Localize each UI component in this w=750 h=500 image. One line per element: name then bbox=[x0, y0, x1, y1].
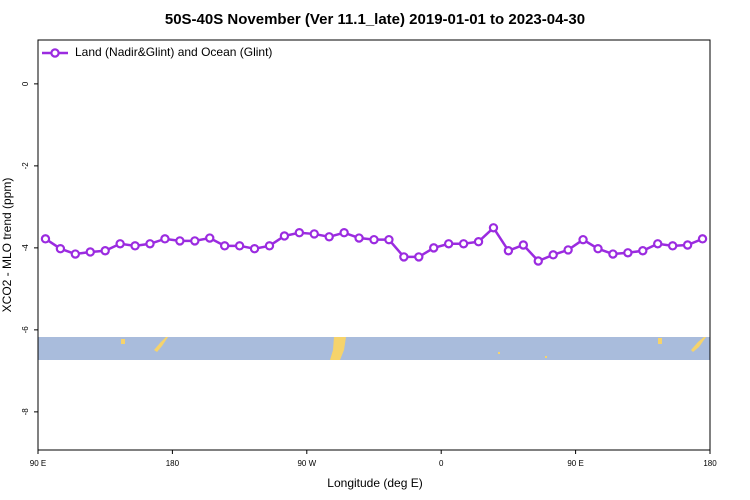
point bbox=[70, 249, 81, 259]
series-line bbox=[44, 225, 704, 263]
point bbox=[638, 246, 648, 256]
legend-marker bbox=[50, 48, 60, 58]
point bbox=[55, 243, 66, 254]
point bbox=[429, 243, 439, 253]
y-axis-label: XCO2 - MLO trend (ppm) bbox=[0, 178, 14, 313]
point bbox=[653, 239, 663, 249]
point bbox=[667, 241, 678, 251]
point bbox=[503, 246, 514, 256]
point bbox=[219, 241, 230, 251]
point bbox=[518, 240, 529, 250]
y-tick-label: -8 bbox=[21, 408, 30, 416]
x-axis-label: Longitude (deg E) bbox=[327, 476, 422, 490]
point bbox=[682, 240, 693, 250]
point bbox=[563, 245, 573, 255]
point bbox=[533, 256, 543, 266]
y-tick-label: -4 bbox=[21, 244, 30, 252]
point bbox=[85, 247, 95, 257]
point bbox=[190, 236, 200, 246]
map-strip bbox=[38, 337, 710, 360]
point bbox=[339, 227, 349, 238]
point bbox=[145, 239, 155, 249]
x-tick-label: 90 E bbox=[30, 459, 46, 468]
legend: Land (Nadir&Glint) and Ocean (Glint) bbox=[42, 45, 272, 59]
point bbox=[414, 252, 424, 262]
x-tick-label: 90 W bbox=[297, 459, 316, 468]
ocean-band bbox=[38, 337, 710, 360]
point bbox=[264, 241, 275, 251]
point bbox=[160, 234, 170, 244]
y-tick-label: 0 bbox=[21, 81, 30, 86]
point bbox=[234, 241, 245, 251]
y-tick-label: -2 bbox=[21, 162, 30, 170]
point bbox=[369, 234, 379, 245]
point bbox=[324, 232, 334, 242]
point bbox=[115, 239, 125, 249]
point bbox=[548, 250, 558, 260]
point bbox=[458, 239, 469, 249]
point bbox=[294, 227, 305, 238]
land bbox=[121, 337, 706, 360]
point bbox=[593, 243, 603, 254]
x-tick-label: 90 E bbox=[567, 459, 583, 468]
point bbox=[473, 237, 484, 247]
point bbox=[488, 223, 499, 233]
x-tick-label: 180 bbox=[166, 459, 180, 468]
point bbox=[40, 234, 51, 244]
point bbox=[608, 249, 618, 259]
point bbox=[175, 236, 185, 246]
point bbox=[130, 241, 140, 251]
plot-frame bbox=[37, 39, 711, 451]
chart-title: 50S-40S November (Ver 11.1_late) 2019-01… bbox=[165, 11, 585, 28]
point bbox=[100, 246, 110, 256]
point bbox=[697, 234, 708, 244]
point bbox=[443, 239, 454, 249]
point bbox=[309, 229, 319, 239]
point bbox=[623, 248, 633, 258]
point bbox=[354, 233, 364, 243]
point bbox=[205, 233, 215, 243]
y-tick-label: -6 bbox=[21, 326, 30, 334]
legend-label: Land (Nadir&Glint) and Ocean (Glint) bbox=[75, 45, 272, 59]
x-tick-label: 0 bbox=[439, 459, 444, 468]
point bbox=[384, 234, 394, 245]
point bbox=[249, 243, 260, 254]
point bbox=[578, 234, 588, 245]
point bbox=[399, 252, 409, 262]
point bbox=[279, 231, 290, 241]
x-tick-label: 180 bbox=[703, 459, 717, 468]
